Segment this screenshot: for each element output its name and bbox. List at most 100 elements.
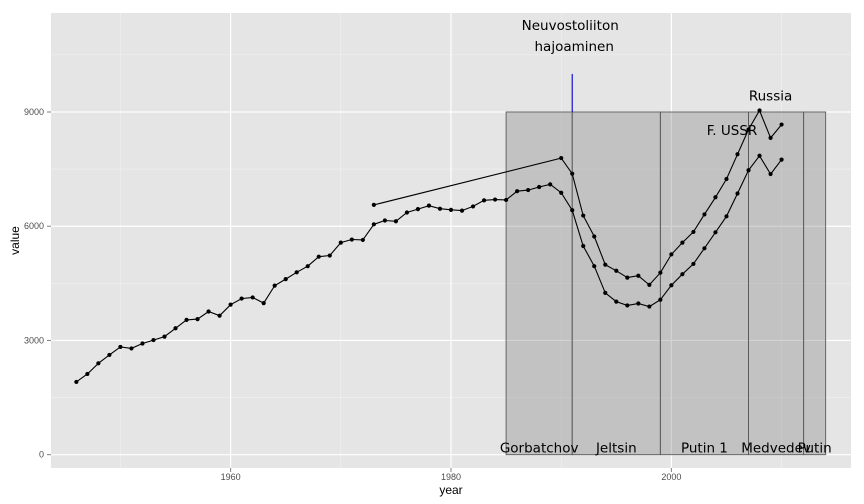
data-point [173,326,178,331]
data-point [669,252,674,257]
event-marker: Neuvostoliiton hajoaminen [522,18,619,112]
major-grid [51,13,851,468]
data-point [294,270,299,275]
data-point [382,218,387,223]
data-point [625,303,630,308]
data-point [603,262,608,267]
data-point [415,206,421,212]
period-band [803,111,827,456]
data-point [195,317,200,322]
data-point [559,155,564,161]
event-label-line1: Neuvostoliiton [522,18,619,34]
data-point [316,254,321,259]
x-tick-label: 2000 [661,472,681,482]
data-point [272,283,277,288]
data-point [118,344,123,350]
period-label: Medvedev [741,441,811,457]
data-point [360,237,365,243]
series-label: Russia [749,89,792,105]
data-point [349,237,354,242]
data-point [559,190,564,195]
data-point [481,198,487,203]
data-point [746,127,751,132]
data-point [283,277,288,282]
data-point [680,272,685,277]
period-band [659,111,749,456]
data-point [603,290,608,295]
data-point [713,230,718,235]
data-point [239,296,244,301]
data-point [327,253,332,258]
data-point [107,352,112,358]
data-point [680,240,685,245]
data-point [74,379,79,385]
data-point [492,197,498,202]
data-point [746,168,751,173]
data-point [404,210,410,215]
data-point [735,191,740,196]
data-point [448,207,454,212]
data-point [625,275,630,280]
data-point [437,206,443,211]
data-point [548,182,553,187]
data-point [757,153,762,158]
x-axis-ticks: 1960 1980 2000 [221,468,681,482]
data-point [96,361,101,366]
data-point [305,264,310,269]
data-point [371,202,376,207]
period-band [748,111,805,456]
data-series: F. USSR Russia [74,89,792,385]
data-point [140,341,145,346]
data-point [636,301,641,306]
data-point [724,214,729,219]
data-point [503,197,509,203]
data-point [724,176,729,182]
data-point [151,337,156,343]
data-point [206,309,211,314]
y-tick-label: 9000 [24,107,44,117]
x-tick-label: 1980 [441,472,461,482]
event-label-line2: hajoaminen [534,39,613,55]
data-point [393,219,399,224]
data-point [658,297,663,302]
data-point [757,108,762,113]
data-point [426,203,432,208]
data-point [570,208,575,213]
data-point [85,371,90,377]
data-point [228,302,233,307]
data-point [702,212,707,217]
series-line [373,109,783,286]
data-point [713,195,718,200]
data-point [581,243,586,249]
data-point [581,213,586,218]
period-label: Putin [798,441,832,457]
y-axis-ticks: 0 3000 6000 9000 [24,107,51,460]
series-label: F. USSR [707,123,758,139]
data-point [779,157,784,162]
data-point [459,208,465,213]
data-point [691,261,696,267]
data-point [470,204,476,209]
period-label: Jeltsin [595,441,637,457]
data-point [735,152,740,157]
period-label: Gorbatchov [500,441,579,457]
data-point [647,304,652,309]
data-point [261,301,266,306]
data-point [592,234,597,239]
data-point [250,295,255,300]
data-point [526,187,531,193]
y-axis-title: value [8,226,22,255]
data-point [614,268,619,273]
data-point [702,246,707,251]
x-axis-title: year [439,483,462,497]
data-point [779,122,784,127]
data-point [371,222,376,227]
data-point [669,283,674,288]
data-point [658,270,663,275]
data-point [768,135,773,140]
data-point [768,171,773,177]
data-point [647,282,652,287]
data-point [129,346,134,351]
